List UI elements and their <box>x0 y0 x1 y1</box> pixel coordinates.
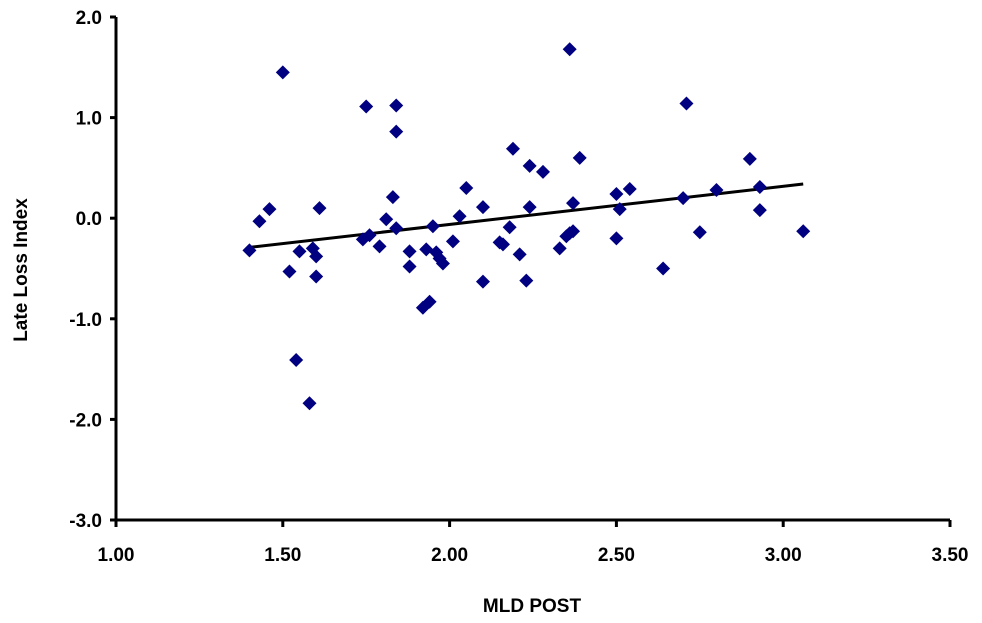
data-point <box>385 190 400 205</box>
x-tick-label: 2.00 <box>431 545 468 566</box>
data-point <box>435 256 450 271</box>
data-point <box>566 224 581 239</box>
y-tick-label: -2.0 <box>69 410 102 431</box>
data-point <box>389 124 404 139</box>
data-point <box>572 150 587 165</box>
data-point <box>422 294 437 309</box>
y-tick-labels: -3.0 -2.0 -1.0 0.0 1.0 2.0 <box>69 8 102 532</box>
data-point <box>522 200 537 215</box>
data-point <box>389 98 404 113</box>
data-point <box>656 261 671 276</box>
data-point <box>522 158 537 173</box>
data-point <box>425 219 440 234</box>
x-tick-label: 2.50 <box>598 545 635 566</box>
y-tick-label: 2.0 <box>76 8 102 29</box>
data-point <box>502 220 517 235</box>
data-point <box>709 183 724 198</box>
data-point <box>289 353 304 368</box>
x-tick-label: 3.00 <box>765 545 802 566</box>
data-point <box>275 65 290 80</box>
y-tick-label: 1.0 <box>76 109 102 130</box>
data-point <box>796 224 811 239</box>
data-point <box>359 99 374 114</box>
data-point <box>562 42 577 57</box>
y-tick-label: -3.0 <box>69 511 102 532</box>
data-point <box>379 212 394 227</box>
x-tick-label: 1.00 <box>98 545 135 566</box>
data-point <box>692 225 707 240</box>
data-point <box>452 209 467 224</box>
data-point <box>495 237 510 252</box>
x-tick-labels: 1.00 1.50 2.00 2.50 3.00 3.50 <box>98 545 969 566</box>
data-point <box>402 259 417 274</box>
data-point <box>445 234 460 249</box>
data-point <box>475 200 490 215</box>
y-tick-label: 0.0 <box>76 209 102 230</box>
data-point <box>536 164 551 179</box>
data-point <box>312 201 327 216</box>
data-point <box>622 182 637 197</box>
data-point <box>309 269 324 284</box>
data-point <box>389 221 404 236</box>
data-point <box>609 231 624 246</box>
data-point <box>242 243 257 258</box>
data-point <box>262 202 277 217</box>
data-point <box>566 196 581 211</box>
data-point <box>679 96 694 111</box>
data-point <box>552 241 567 256</box>
data-points <box>242 42 811 411</box>
data-point <box>609 187 624 202</box>
data-point <box>372 239 387 254</box>
trend-line <box>249 182 804 249</box>
data-point <box>475 274 490 289</box>
data-point <box>742 151 757 166</box>
axes <box>110 15 952 527</box>
data-point <box>302 396 317 411</box>
y-axis-title: Late Loss Index <box>11 198 32 342</box>
data-point <box>309 249 324 264</box>
data-point <box>252 214 267 229</box>
data-point <box>282 264 297 279</box>
data-point <box>519 273 534 288</box>
data-point <box>752 180 767 195</box>
data-point <box>676 191 691 206</box>
data-point <box>505 141 520 156</box>
x-tick-label: 1.50 <box>264 545 301 566</box>
data-point <box>512 247 527 262</box>
trendline-layer <box>249 182 804 249</box>
data-point <box>612 202 627 217</box>
y-tick-label: -1.0 <box>69 310 102 331</box>
data-point <box>362 228 377 243</box>
x-axis-title: MLD POST <box>483 596 582 617</box>
x-tick-label: 3.50 <box>932 545 969 566</box>
data-point <box>459 181 474 196</box>
data-point <box>752 203 767 218</box>
data-point <box>292 244 307 259</box>
data-point <box>402 244 417 259</box>
